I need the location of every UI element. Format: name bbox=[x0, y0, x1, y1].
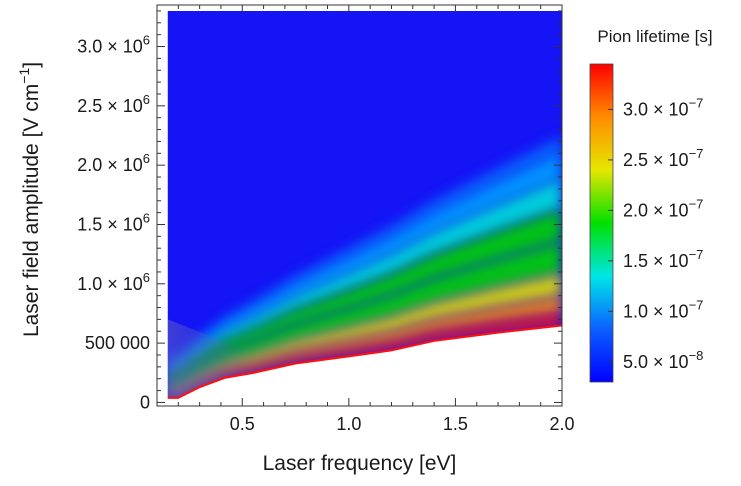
y-axis-title-exponent: −1 bbox=[16, 68, 32, 84]
heatmap-band-layer bbox=[167, 273, 562, 393]
y-tick-mantissa: 2.0 × 10 bbox=[77, 155, 143, 175]
y-tick-label: 2.0 × 106 bbox=[77, 151, 150, 175]
heatmap-band-layer bbox=[167, 241, 562, 388]
x-tick-label: 1.0 bbox=[336, 414, 361, 434]
x-tick-label: 2.0 bbox=[549, 414, 574, 434]
x-tick-label: 1.5 bbox=[443, 414, 468, 434]
colorbar-tick-mantissa: 1.5 × 10 bbox=[623, 251, 689, 271]
colorbar-tick-label: 2.0 × 10−7 bbox=[623, 196, 703, 220]
colorbar-tick-label: 1.5 × 10−7 bbox=[623, 247, 703, 271]
colorbar-tick-exponent: −7 bbox=[689, 247, 704, 262]
x-tick-label: 0.5 bbox=[230, 414, 255, 434]
y-tick-mantissa: 1.5 × 10 bbox=[77, 214, 143, 234]
y-tick-mantissa: 500 000 bbox=[85, 333, 150, 353]
y-tick-exponent: 6 bbox=[143, 210, 150, 225]
heatmap-top-margin bbox=[157, 5, 562, 11]
y-axis-title-text: Laser field amplitude [V cm bbox=[20, 84, 43, 337]
colorbar-tick-exponent: −7 bbox=[689, 146, 704, 161]
colorbar-tick-label: 5.0 × 10−8 bbox=[623, 348, 703, 372]
y-tick-label: 1.0 × 106 bbox=[77, 270, 150, 294]
x-axis-title: Laser frequency [eV] bbox=[263, 452, 457, 475]
heatmap-left-margin bbox=[157, 5, 168, 406]
colorbar-title: Pion lifetime [s] bbox=[597, 27, 712, 46]
y-tick-exponent: 6 bbox=[143, 151, 150, 166]
plot-area bbox=[157, 5, 562, 406]
colorbar-tick-exponent: −7 bbox=[689, 95, 704, 110]
y-tick-exponent: 6 bbox=[143, 33, 150, 48]
colorbar-tick-exponent: −8 bbox=[689, 348, 704, 363]
colorbar-tick-label: 1.0 × 10−7 bbox=[623, 297, 703, 321]
colorbar-tick-label: 3.0 × 10−7 bbox=[623, 95, 703, 119]
colorbar-tick-mantissa: 3.0 × 10 bbox=[623, 99, 689, 119]
y-tick-mantissa: 1.0 × 10 bbox=[77, 274, 143, 294]
heatmap-band-layer bbox=[167, 178, 562, 375]
x-axis: 0.5 1.0 1.5 2.0 bbox=[156, 5, 575, 434]
y-tick-mantissa: 0 bbox=[140, 392, 150, 412]
heatmap-band-layer bbox=[167, 136, 562, 363]
colorbar-tick-exponent: −7 bbox=[689, 297, 704, 312]
y-tick-label: 0 bbox=[140, 392, 150, 412]
colorbar-tick-mantissa: 5.0 × 10 bbox=[623, 352, 689, 372]
y-tick-exponent: 6 bbox=[143, 92, 150, 107]
y-axis-title-close: ] bbox=[20, 62, 43, 68]
heatmap-undefined-region bbox=[157, 326, 562, 406]
y-tick-mantissa: 2.5 × 10 bbox=[77, 96, 143, 116]
y-tick-label: 3.0 × 106 bbox=[77, 33, 150, 57]
y-tick-label: 1.5 × 106 bbox=[77, 210, 150, 234]
colorbar-tick-mantissa: 1.0 × 10 bbox=[623, 301, 689, 321]
plot-frame bbox=[156, 4, 563, 407]
heatmap-band-layer bbox=[167, 313, 562, 399]
colorbar-ticks: 5.0 × 10−81.0 × 10−71.5 × 10−72.0 × 10−7… bbox=[608, 95, 703, 372]
heatmap-band-layer bbox=[167, 208, 562, 381]
heatmap-band-layer bbox=[167, 296, 562, 397]
colorbar-tick-exponent: −7 bbox=[689, 196, 704, 211]
y-tick-exponent: 6 bbox=[143, 270, 150, 285]
y-axis-title: Laser field amplitude [V cm−1] bbox=[16, 62, 43, 337]
colorbar-tick-mantissa: 2.0 × 10 bbox=[623, 200, 689, 220]
y-tick-label: 500 000 bbox=[85, 333, 150, 353]
colorbar-tick-mantissa: 2.5 × 10 bbox=[623, 150, 689, 170]
colorbar-tick-label: 2.5 × 10−7 bbox=[623, 146, 703, 170]
colorbar-scale bbox=[589, 63, 614, 383]
y-tick-mantissa: 3.0 × 10 bbox=[77, 37, 143, 57]
colorbar: Pion lifetime [s] 5.0 × 10−81.0 × 10−71.… bbox=[589, 27, 713, 383]
y-tick-label: 2.5 × 106 bbox=[77, 92, 150, 116]
heatmap-band-layer bbox=[167, 151, 562, 368]
